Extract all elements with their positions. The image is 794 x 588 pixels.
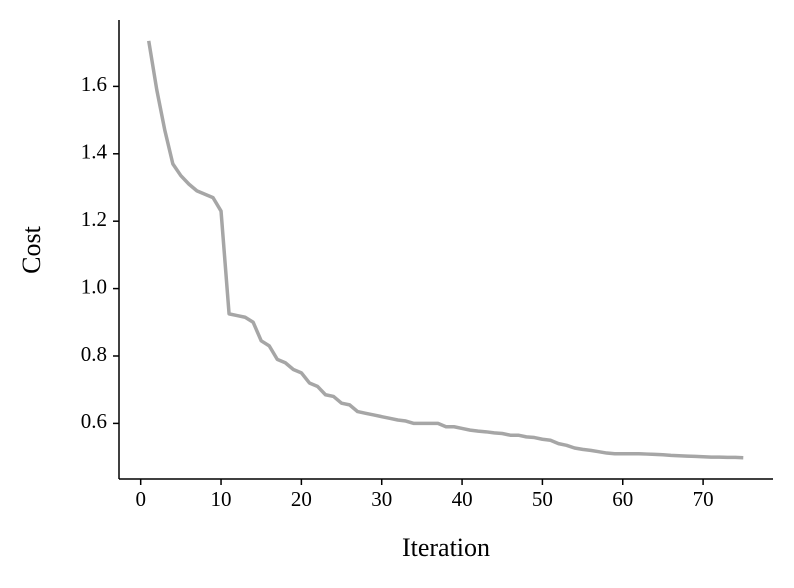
- y-tick-label: 1.2: [81, 207, 107, 231]
- y-tick-label: 1.6: [81, 72, 107, 96]
- x-tick-label: 70: [693, 487, 714, 511]
- x-tick-label: 0: [135, 487, 146, 511]
- y-tick-label: 1.0: [81, 274, 107, 298]
- x-axis-label: Iteration: [402, 533, 490, 562]
- x-tick-label: 40: [452, 487, 473, 511]
- y-tick-label: 0.8: [81, 342, 107, 366]
- x-tick-label: 30: [371, 487, 392, 511]
- x-tick-label: 20: [291, 487, 312, 511]
- line: [147, 40, 744, 460]
- y-tick-label: 1.4: [81, 140, 108, 164]
- y-axis-label: Cost: [17, 225, 46, 273]
- y-tick-label: 0.6: [81, 409, 107, 433]
- x-tick-label: 60: [612, 487, 633, 511]
- x-tick-label: 50: [532, 487, 553, 511]
- x-tick-label: 10: [211, 487, 232, 511]
